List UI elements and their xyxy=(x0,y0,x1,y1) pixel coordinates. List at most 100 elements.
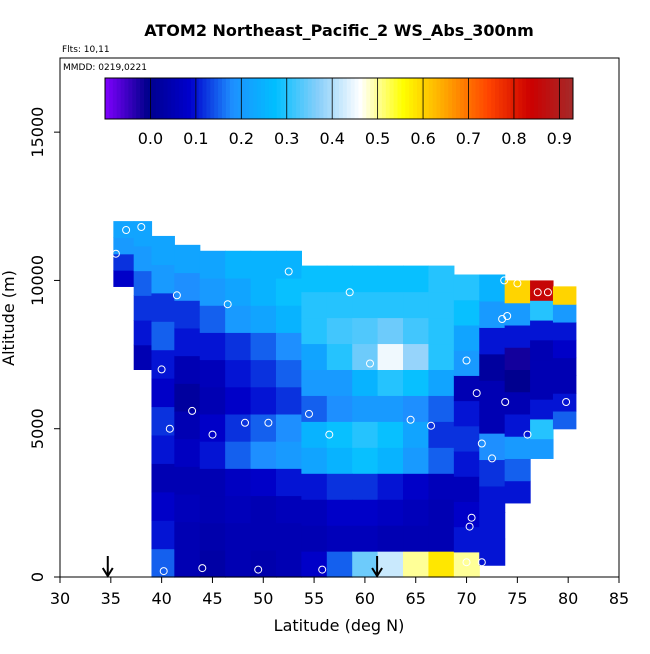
heatmap-cell xyxy=(428,551,455,578)
heatmap-cell xyxy=(377,291,404,319)
colorbar-segment xyxy=(495,78,500,119)
x-tick-label: 30 xyxy=(50,589,70,608)
heatmap-cell xyxy=(403,343,430,370)
heatmap-cell xyxy=(530,339,554,361)
colorbar-segment xyxy=(229,78,235,119)
colorbar-segment xyxy=(498,78,504,119)
colorbar-tick-label: 0.1 xyxy=(183,129,208,148)
sample-point xyxy=(465,522,474,531)
colorbar-segment xyxy=(440,78,445,119)
heatmap-cell xyxy=(275,359,302,388)
dates-label: MMDD: 0219,0221 xyxy=(63,63,147,73)
sample-point xyxy=(467,513,476,522)
heatmap-cell xyxy=(377,473,404,500)
heatmap-cell xyxy=(275,522,302,551)
heatmap-cell xyxy=(174,521,201,550)
heatmap-cell xyxy=(504,347,531,370)
sample-point xyxy=(462,356,471,365)
heatmap-cell xyxy=(552,339,577,359)
heatmap-cell xyxy=(403,421,430,448)
heatmap-cell xyxy=(326,317,353,345)
colorbar-segment xyxy=(432,78,437,119)
heatmap-cell xyxy=(250,277,277,306)
heatmap-cell xyxy=(479,353,506,381)
heatmap-cell xyxy=(552,357,577,376)
colorbar-segment xyxy=(378,78,383,119)
flight-arrow xyxy=(371,556,383,578)
heatmap-cell xyxy=(428,265,455,293)
heatmap-cell xyxy=(403,395,430,422)
heatmap-cell xyxy=(133,245,153,272)
colorbar-segment xyxy=(140,78,145,119)
colorbar-tick-label: 0.5 xyxy=(365,129,390,148)
x-axis-label: Latitude (deg N) xyxy=(274,616,405,635)
heatmap-cell xyxy=(428,473,455,500)
heatmap-cell xyxy=(225,359,252,388)
heatmap-cell xyxy=(403,473,430,500)
colorbar-segment xyxy=(124,78,129,119)
heatmap-cell xyxy=(530,300,554,321)
heatmap-cell xyxy=(199,386,226,415)
colorbar-segment xyxy=(159,78,164,119)
sample-point xyxy=(488,454,496,463)
heatmap-cell xyxy=(301,525,328,552)
heatmap-cell xyxy=(352,343,379,370)
heatmap-cell xyxy=(133,221,153,247)
heatmap-cell xyxy=(428,369,455,396)
x-tick-label: 65 xyxy=(406,589,426,608)
colorbar-segment xyxy=(502,78,508,119)
colorbar-segment xyxy=(233,78,239,119)
heatmap-cell xyxy=(275,386,302,415)
colorbar-segment xyxy=(452,78,457,119)
colorbar-tick-label: 0.6 xyxy=(410,129,435,148)
heatmap-cell xyxy=(225,250,252,279)
heatmap-cell xyxy=(133,344,153,370)
colorbar-segment xyxy=(350,78,356,119)
colorbar-segment xyxy=(366,78,371,119)
sample-point xyxy=(477,558,486,567)
sample-point xyxy=(437,255,446,264)
colorbar-segment xyxy=(487,78,492,119)
colorbar-segment xyxy=(253,78,258,119)
heatmap-cell xyxy=(504,436,531,459)
heatmap-cell xyxy=(428,395,455,422)
colorbar-segment xyxy=(417,78,422,119)
heatmap-cell xyxy=(479,327,506,355)
colorbar-segment xyxy=(506,78,512,119)
sample-point xyxy=(165,424,174,433)
heatmap-cell xyxy=(250,495,277,524)
colorbar-segment xyxy=(120,78,125,119)
heatmap-cell xyxy=(301,421,328,448)
colorbar-tick-label: 0.9 xyxy=(547,129,572,148)
colorbar-segment xyxy=(479,78,484,119)
x-tick-label: 60 xyxy=(355,589,375,608)
heatmap-cell xyxy=(199,441,226,469)
heatmap-cell xyxy=(326,395,353,422)
colorbar-segment xyxy=(541,78,547,119)
heatmap-cell xyxy=(301,317,328,345)
colorbar-segment xyxy=(171,78,176,119)
heatmap-cell xyxy=(199,549,226,578)
heatmap-cell xyxy=(428,447,455,474)
sample-point xyxy=(501,398,510,406)
heatmap-cell xyxy=(403,369,430,396)
heatmap-cell xyxy=(530,280,554,301)
colorbar-segment xyxy=(257,78,262,119)
heatmap-cell xyxy=(453,400,480,427)
heatmap-cell xyxy=(151,463,175,493)
heatmap-cell xyxy=(352,551,379,578)
colorbar-segment xyxy=(561,78,566,119)
heatmap-cell xyxy=(352,369,379,396)
sample-point xyxy=(325,430,334,439)
heatmap-cell xyxy=(301,291,328,319)
heatmap-cell xyxy=(403,265,430,293)
colorbar-segment xyxy=(405,78,410,119)
colorbar-segment xyxy=(323,78,328,119)
colorbar-segment xyxy=(534,78,539,119)
colorbar: 0.0 0.1 0.2 0.3 0.4 0.5 0.6 0.7 0.8 0.9 xyxy=(104,77,574,148)
heatmap-cell xyxy=(479,380,506,408)
y-tick-label: 0 xyxy=(28,572,47,582)
heatmap-cell xyxy=(113,237,135,255)
colorbar-segment xyxy=(179,78,184,119)
heatmap-cell xyxy=(453,375,480,402)
